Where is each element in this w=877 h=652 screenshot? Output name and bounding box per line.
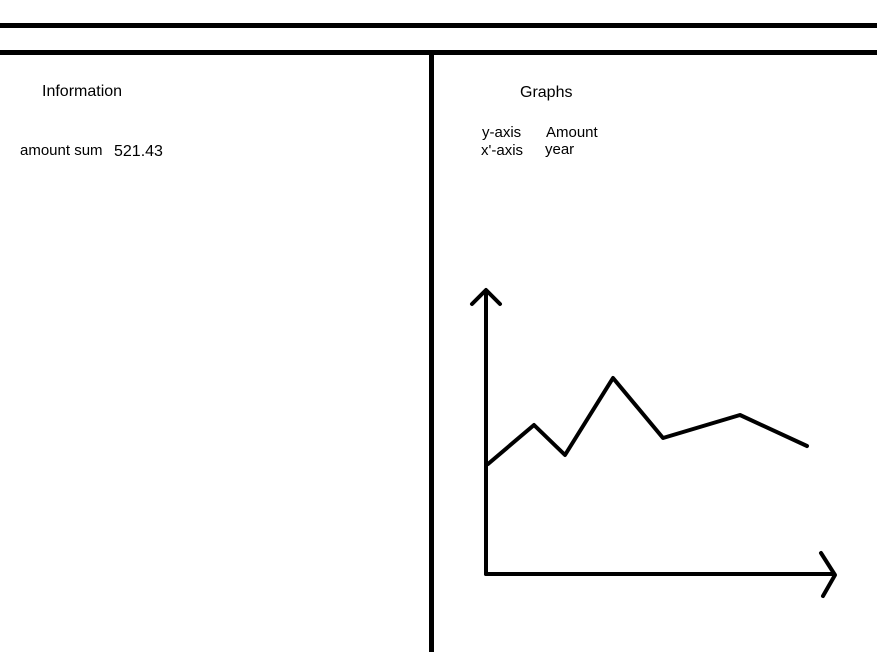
top-divider-line bbox=[0, 23, 877, 28]
y-axis-label: y-axis bbox=[482, 124, 522, 141]
panel-divider-line bbox=[429, 53, 434, 652]
x-axis-arrowhead bbox=[819, 551, 837, 598]
information-title: Information bbox=[42, 83, 123, 100]
data-line bbox=[486, 376, 809, 466]
y-axis-value: Amount bbox=[546, 124, 598, 141]
amount-sum-value: 521.43 bbox=[114, 143, 163, 160]
y-axis-arrowhead bbox=[470, 288, 502, 306]
amount-sum-label: amount sum bbox=[20, 142, 103, 159]
x-axis-value: year bbox=[545, 141, 575, 158]
x-axis-label: x'-axis bbox=[481, 142, 524, 159]
header-divider-line bbox=[0, 50, 877, 55]
graphs-title: Graphs bbox=[520, 84, 573, 101]
